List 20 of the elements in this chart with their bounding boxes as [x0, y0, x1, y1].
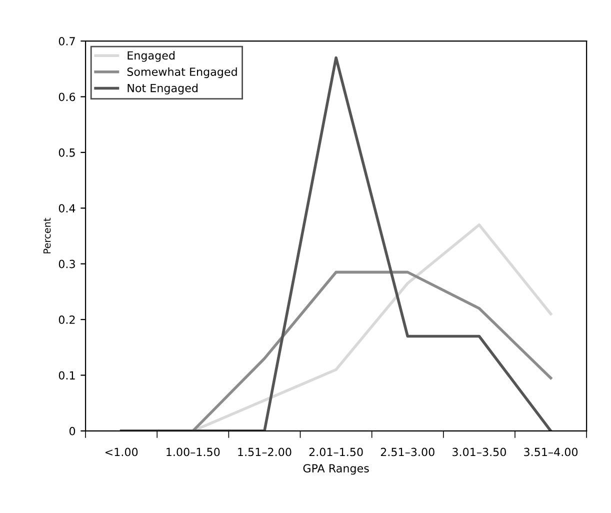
y-tick-label: 0.4 — [58, 204, 76, 213]
legend-label: Engaged — [128, 51, 175, 62]
legend-label: Somewhat Engaged — [127, 67, 237, 78]
y-tick-label: 0 — [69, 426, 76, 436]
x-tick-label: 3.01–3.50 — [452, 448, 506, 456]
x-tick-label: 1.00–1.50 — [166, 448, 220, 456]
y-tick-label: 0.2 — [58, 316, 75, 324]
x-tick-label: 3.51–4.00 — [524, 448, 578, 456]
x-tick-label: 2.51–3.00 — [380, 448, 434, 456]
legend-label: Not Engaged — [128, 84, 198, 94]
x-tick-label: 1.51–2.00 — [238, 448, 292, 456]
y-axis-title: Percent — [43, 218, 51, 254]
y-tick-label: 0.7 — [58, 37, 75, 46]
x-tick-label: 2.01–1.50 — [309, 448, 363, 456]
x-tick-label: <1.00 — [105, 448, 138, 456]
y-tick-label: 0.1 — [58, 371, 75, 380]
y-tick-label: 0.6 — [58, 92, 76, 102]
y-tick-label: 0.5 — [58, 148, 75, 157]
y-tick-label: 0.3 — [58, 260, 75, 268]
x-axis-title: GPA Ranges — [303, 464, 369, 475]
